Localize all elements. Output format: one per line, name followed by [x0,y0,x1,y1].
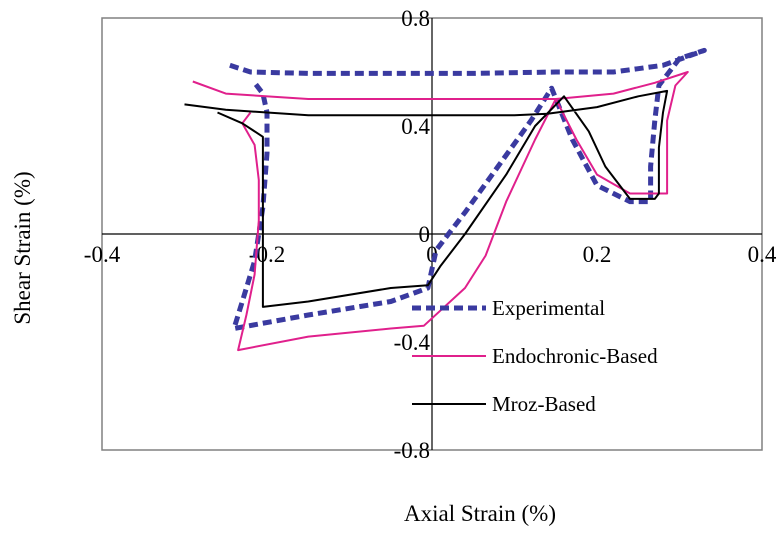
legend-label: Mroz-Based [492,392,596,416]
x-tick-label: 0.4 [748,242,777,267]
y-tick-label: -0.4 [394,330,431,355]
legend-label: Endochronic-Based [492,344,658,368]
y-tick-label: 0.4 [401,114,430,139]
y-tick-labels: -0.8 -0.4 0 0.4 0.8 [394,6,431,463]
x-tick-labels: -0.4 -0.2 0 0.2 0.4 [84,242,777,267]
x-tick-label: 0.2 [583,242,612,267]
series-line-experimental [229,47,707,331]
series-lines [184,47,707,352]
series-line-mroz-based [184,89,669,308]
series-line-endochronic-based [192,71,689,352]
y-tick-label: 0.8 [401,6,430,31]
legend: Experimental Endochronic-Based Mroz-Based [412,296,658,416]
legend-label: Experimental [492,296,605,320]
y-axis-title: Shear Strain (%) [10,171,35,324]
x-tick-label: 0 [426,242,438,267]
x-tick-label: -0.4 [84,242,121,267]
x-axis-title: Axial Strain (%) [404,501,556,526]
y-tick-label: 0 [419,222,431,247]
y-tick-label: -0.8 [394,438,430,463]
